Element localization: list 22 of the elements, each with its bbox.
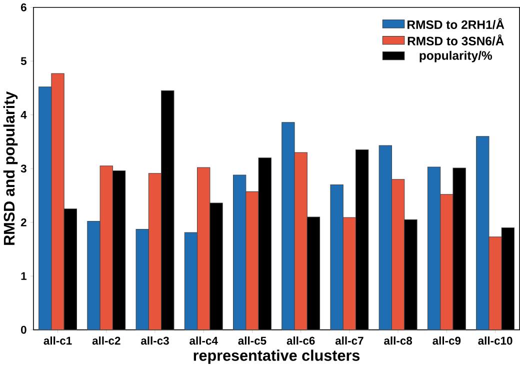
legend-label: RMSD to 3SN6/Å xyxy=(408,34,504,46)
x-tick-label: all-c1 xyxy=(44,336,72,345)
x-tick-label: all-c2 xyxy=(92,336,120,345)
x-axis-title: representative clusters xyxy=(194,350,360,364)
x-tick-label: all-c5 xyxy=(238,336,266,345)
x-tick-label: all-c4 xyxy=(190,336,218,345)
x-tick-label: all-c7 xyxy=(335,336,364,345)
x-tick-label: all-c8 xyxy=(384,336,412,345)
legend-label: RMSD to 2RH1/Å xyxy=(408,18,504,29)
legend-label: popularity/% xyxy=(420,50,492,62)
y-tick-label: 0 xyxy=(21,326,26,334)
y-axis-title: RMSD and popularity xyxy=(3,91,18,245)
x-tick-label: all-c6 xyxy=(286,336,315,345)
y-tick-label: 5 xyxy=(20,57,26,65)
y-tick-label: 3 xyxy=(20,164,26,172)
y-tick-label: 2 xyxy=(20,218,26,226)
y-tick-label: 6 xyxy=(20,3,26,12)
y-tick-label: 1 xyxy=(21,272,26,280)
x-tick-label: all-c9 xyxy=(432,336,461,345)
y-tick-label: 4 xyxy=(20,110,27,119)
x-tick-label: all-c3 xyxy=(141,336,169,345)
x-tick-label: all-c10 xyxy=(478,336,512,345)
